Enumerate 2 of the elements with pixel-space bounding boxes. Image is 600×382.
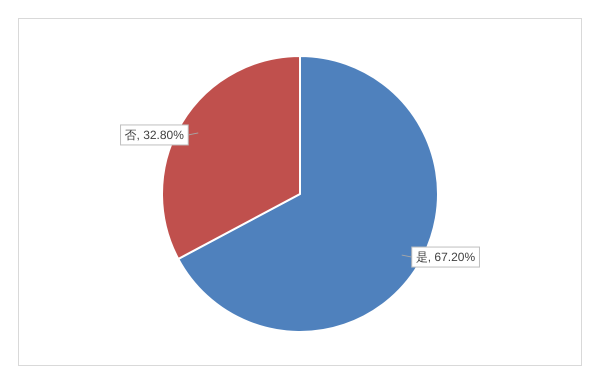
slice-label: 是, 67.20%	[416, 250, 476, 264]
slice-label: 否, 32.80%	[124, 128, 184, 142]
